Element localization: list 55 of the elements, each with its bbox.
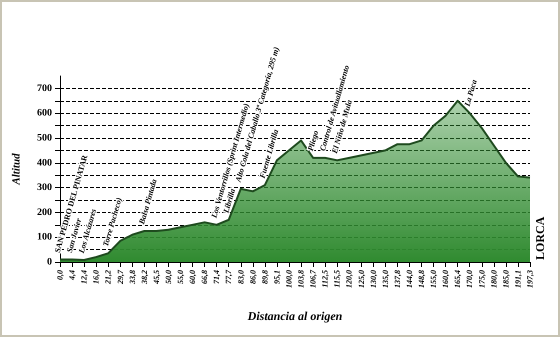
x-tick-label: 180,0 — [489, 270, 498, 288]
x-tick-label: 95,1 — [272, 270, 282, 284]
x-tick-label: 130,0 — [368, 270, 378, 288]
x-tick-label: 148,8 — [417, 270, 426, 288]
y-tick-label: 400 — [37, 157, 52, 168]
x-tick-label: 135,0 — [380, 270, 390, 288]
x-tick-label: 100,0 — [284, 270, 294, 288]
x-tick-label: 16,0 — [92, 270, 101, 284]
y-tick-label: 100 — [37, 232, 52, 243]
x-tick-label: 12,4 — [80, 270, 89, 284]
x-tick-label: 120,0 — [344, 270, 354, 288]
annotation: Balsa Pintada — [136, 178, 159, 226]
x-tick-label: 71,4 — [212, 270, 222, 284]
x-tick-label: 165,4 — [453, 270, 462, 288]
x-tick-label: 60,0 — [188, 270, 198, 284]
x-axis-title: Distancia al origen — [246, 309, 343, 323]
x-tick-label: 160,0 — [441, 270, 450, 288]
x-tick-label: 89,8 — [260, 270, 270, 284]
y-tick-label: 600 — [37, 108, 52, 119]
x-tick-label: 185,0 — [501, 270, 510, 288]
x-tick-label: 21,2 — [104, 270, 113, 285]
x-tick-label: 83,0 — [236, 270, 246, 284]
x-tick-label: 175,0 — [477, 270, 486, 288]
x-tick-label: 66,8 — [200, 270, 210, 284]
x-tick-label: 115,5 — [332, 270, 342, 288]
annotation: Pliego — [306, 129, 320, 152]
x-tick-label: 191,1 — [513, 270, 522, 288]
y-tick-label: 200 — [37, 206, 52, 218]
x-tick-label: 4,4 — [68, 270, 77, 281]
x-tick-label: 137,8 — [392, 270, 402, 288]
x-tick-label: 103,8 — [296, 270, 306, 288]
x-tick-label: 29,7 — [116, 269, 125, 285]
x-tick-label: 33,8 — [128, 270, 137, 285]
x-tick-label: 38,2 — [140, 270, 149, 285]
x-tick-label: 50,0 — [164, 270, 173, 284]
x-tick-label: 144,0 — [404, 270, 414, 288]
x-tick-label: 170,0 — [465, 270, 474, 288]
y-tick-label: 500 — [37, 132, 52, 144]
x-tick-label: 106,7 — [308, 269, 318, 288]
y-tick-label: 0 — [47, 256, 52, 268]
y-tick-label: 700 — [37, 82, 52, 94]
annotation: La Paca — [462, 78, 479, 108]
x-tick-label: 197,3 — [526, 270, 534, 288]
annotation: LORCA — [533, 216, 547, 260]
x-tick-label: 77,7 — [224, 269, 234, 284]
x-tick-label: 55,0 — [176, 270, 186, 284]
x-tick-label: 0,0 — [56, 270, 64, 280]
x-tick-label: 155,0 — [429, 270, 438, 288]
x-tick-label: 86,0 — [248, 270, 258, 284]
y-tick-label: 300 — [37, 182, 52, 194]
x-tick-label: 112,5 — [320, 270, 330, 288]
annotation: Fuente Librilla — [258, 128, 280, 180]
x-tick-label: 45,5 — [152, 270, 161, 285]
y-axis-title: Altitud — [10, 152, 22, 186]
x-tick-label: 125,0 — [356, 270, 366, 288]
